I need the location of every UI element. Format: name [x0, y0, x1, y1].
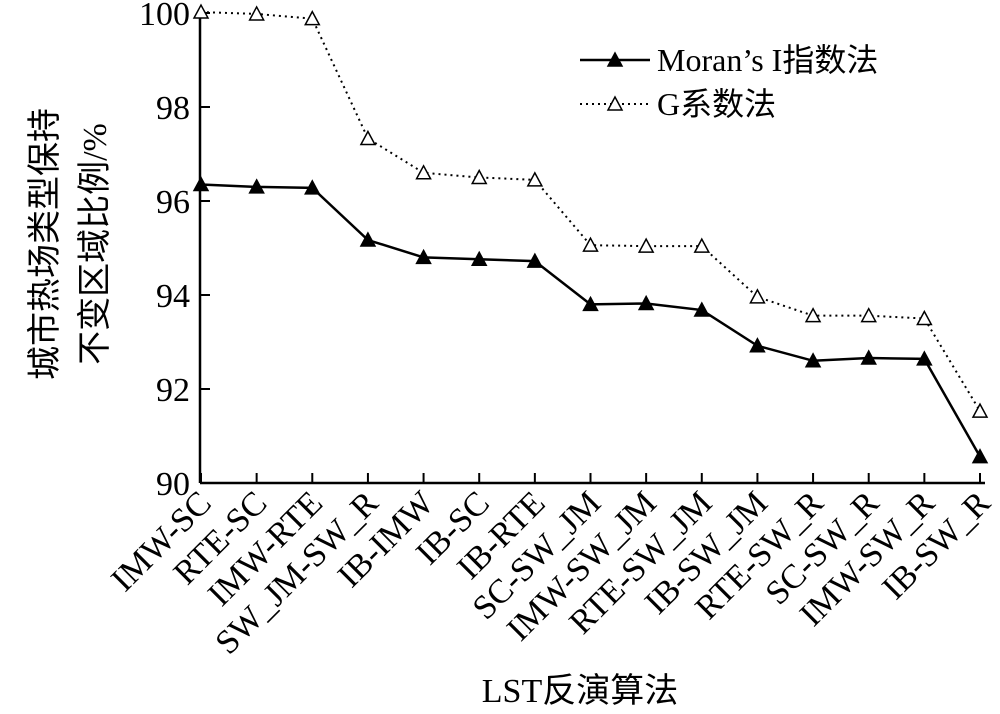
data-point-g	[304, 10, 321, 26]
legend-label-g: G系数法	[657, 86, 776, 122]
data-point-moran	[415, 248, 432, 265]
y-tick-label: 100	[139, 0, 190, 33]
data-point-moran	[860, 349, 877, 365]
data-point-g	[415, 164, 432, 180]
x-axis-ticks: IMW-SCRTE-SCIMW-RTESW_JM-SW_RIB-IMWIB-SC…	[104, 473, 998, 662]
legend-label-moran: Moran’s I指数法	[657, 42, 878, 78]
data-point-g	[582, 236, 599, 252]
data-point-moran	[582, 295, 599, 312]
data-point-moran	[526, 252, 544, 268]
data-point-moran	[804, 352, 822, 368]
data-point-moran	[971, 448, 989, 464]
data-point-g	[359, 129, 377, 146]
data-point-g	[804, 307, 822, 323]
data-point-moran	[749, 337, 766, 353]
data-point-g	[248, 5, 265, 21]
data-point-g	[916, 309, 933, 326]
data-point-moran	[248, 178, 265, 194]
x-axis-title: LST反演算法	[482, 672, 678, 710]
data-point-moran	[693, 301, 711, 317]
axes	[198, 13, 985, 485]
y-tick-label: 94	[156, 278, 190, 315]
data-point-g	[749, 288, 766, 304]
data-point-g	[971, 402, 989, 418]
y-axis-title-line1: 城市热场类型保持	[26, 108, 64, 380]
data-point-g	[192, 3, 210, 19]
y-tick-label: 96	[156, 184, 190, 221]
y-tick-label: 98	[156, 90, 190, 127]
legend-marker-g	[606, 95, 624, 111]
legend: Moran’s I指数法 G系数法	[580, 42, 878, 122]
data-point-moran	[359, 231, 377, 247]
y-axis-title-line2: 不变区域比例/%	[76, 123, 114, 365]
series-layer	[192, 3, 989, 464]
data-point-moran	[637, 294, 655, 311]
y-tick-label: 90	[156, 466, 190, 503]
y-tick-label: 92	[156, 372, 190, 409]
data-point-moran	[916, 350, 933, 366]
data-point-moran	[470, 250, 488, 267]
data-point-moran	[304, 179, 321, 195]
legend-marker-moran	[606, 51, 624, 67]
data-point-g	[860, 307, 877, 323]
data-point-g	[526, 171, 544, 187]
y-axis-title: 城市热场类型保持 不变区域比例/%	[26, 108, 114, 380]
data-point-g	[470, 168, 488, 185]
data-point-g	[693, 237, 711, 253]
data-point-moran	[192, 175, 210, 192]
data-point-g	[637, 237, 655, 253]
